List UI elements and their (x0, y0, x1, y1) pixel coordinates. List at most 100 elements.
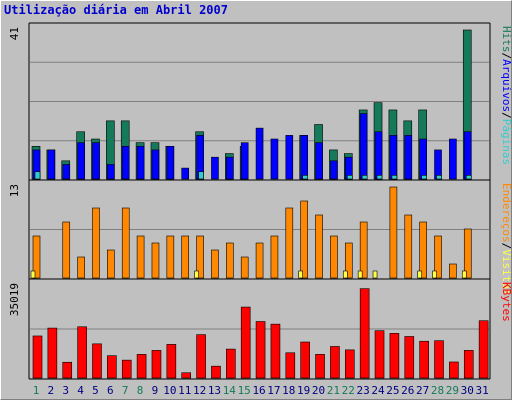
bar-kbytes (255, 321, 266, 379)
bar-files (374, 131, 383, 180)
bar-sites (463, 228, 472, 279)
bar-sites (107, 249, 115, 279)
bar-pages (346, 175, 353, 180)
bar-kbytes (166, 344, 177, 379)
bar-kbytes (315, 354, 325, 379)
bar-kbytes (270, 323, 281, 379)
bar-pages (302, 175, 308, 180)
x-tick-label: 6 (107, 384, 114, 397)
x-tick-label: 29 (446, 384, 459, 397)
x-tick-label: 12 (193, 384, 206, 397)
bar-sites (121, 207, 130, 279)
bar-kbytes (32, 335, 43, 379)
bar-kbytes (151, 350, 162, 379)
bar-files (166, 145, 175, 180)
bar-files (255, 127, 264, 180)
bar-files (449, 138, 457, 180)
x-tick-label: 14 (223, 384, 237, 397)
legend-entry: Endereços (500, 183, 512, 243)
bar-sites (359, 221, 368, 279)
bar-files (419, 138, 427, 180)
bar-sites (226, 242, 234, 279)
bar-visits (372, 270, 378, 279)
bar-kbytes (47, 327, 58, 379)
legend-hits-files-pages: Hits/Arquivos/Páginas (500, 26, 512, 165)
bar-files (315, 142, 323, 180)
bar-files (359, 113, 368, 180)
x-tick-label: 8 (137, 384, 144, 397)
bar-sites (449, 263, 457, 279)
bar-kbytes (344, 349, 355, 379)
bar-kbytes (404, 336, 415, 379)
bar-kbytes (478, 320, 489, 379)
chart-title: Utilização diária em Abril 2007 (4, 3, 228, 17)
x-tick-label: 18 (282, 384, 295, 397)
legend-entry: / (500, 112, 512, 119)
bar-visits (461, 270, 467, 279)
bar-files (226, 156, 234, 180)
legend-entry: Arquivos (500, 59, 512, 112)
bar-sites (32, 235, 41, 279)
bar-kbytes (226, 348, 236, 379)
bar-sites (330, 235, 338, 279)
bar-files (463, 131, 472, 180)
bar-files (285, 135, 294, 180)
bar-sites (136, 235, 145, 279)
bar-kbytes (419, 340, 429, 379)
bar-sites (62, 221, 71, 279)
bar-files (270, 138, 279, 180)
x-tick-label: 22 (342, 384, 355, 397)
bar-visits (432, 270, 437, 279)
legend-visits-sites: Endereços/Visitas (500, 183, 512, 296)
x-tick-label: 20 (312, 384, 325, 397)
bar-pages (421, 175, 427, 180)
bar-files (92, 142, 100, 180)
bar-visits (194, 270, 199, 279)
x-tick-label: 27 (416, 384, 429, 397)
bar-sites (404, 214, 413, 279)
x-tick-label: 10 (163, 384, 176, 397)
bar-files (240, 142, 249, 180)
x-tick-label: 31 (476, 384, 489, 397)
y-max-label-kbytes: 35019 (8, 283, 21, 316)
x-tick-label: 9 (152, 384, 159, 397)
legend-entry: Hits (500, 26, 512, 53)
bar-kbytes (181, 372, 192, 379)
bar-kbytes (374, 330, 385, 379)
legend-entry: / (500, 243, 512, 250)
legend-entry: Visitas (500, 249, 512, 295)
bar-sites (77, 256, 85, 279)
x-tick-label: 13 (208, 384, 221, 397)
bar-kbytes (62, 361, 73, 379)
x-tick-label: 11 (178, 384, 191, 397)
bar-files (47, 149, 56, 180)
bar-pages (376, 175, 383, 180)
bar-files (330, 160, 338, 180)
bar-kbytes (92, 343, 102, 379)
bar-sites (315, 214, 323, 279)
y-max-label-hits: 41 (8, 27, 21, 40)
bar-kbytes (107, 355, 117, 379)
bar-kbytes (196, 334, 206, 379)
bar-kbytes (434, 340, 444, 379)
bar-sites (255, 242, 264, 279)
bar-files (389, 135, 398, 180)
bar-sites (211, 249, 219, 279)
bar-kbytes (330, 346, 340, 379)
x-tick-label: 16 (252, 384, 265, 397)
bar-files (404, 135, 413, 180)
x-tick-label: 19 (297, 384, 310, 397)
bar-kbytes (121, 359, 132, 379)
x-tick-label: 4 (77, 384, 84, 397)
x-tick-label: 1 (33, 384, 40, 397)
bar-kbytes (77, 326, 87, 379)
bar-files (151, 149, 160, 180)
legend-entry: Páginas (500, 119, 512, 165)
bar-kbytes (359, 288, 370, 379)
x-tick-label: 24 (371, 384, 385, 397)
x-tick-label: 25 (386, 384, 399, 397)
bar-kbytes (449, 361, 459, 379)
bar-sites (151, 242, 160, 279)
bar-files (121, 145, 130, 180)
